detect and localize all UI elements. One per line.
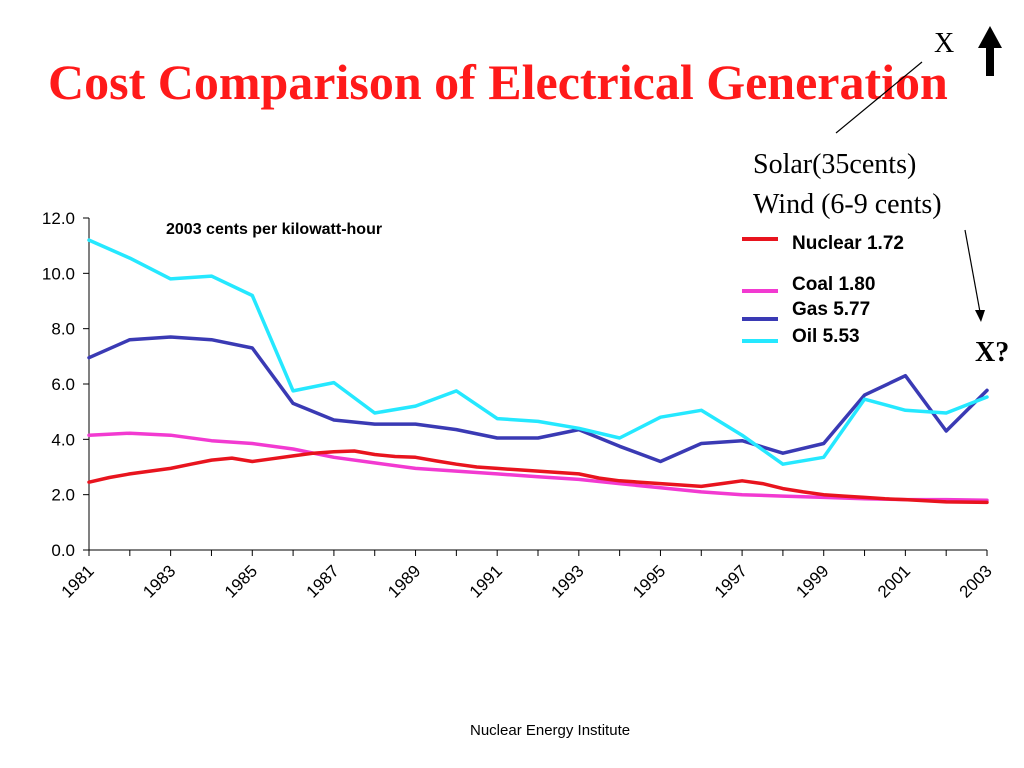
right-x-annotation: X?: [975, 337, 1009, 368]
wind-annotation: Wind (6-9 cents): [753, 189, 942, 220]
x-tick-label: 1983: [139, 561, 179, 601]
x-tick-label: 1989: [384, 561, 424, 601]
series-line-gas: [87, 335, 989, 464]
x-tick-label: 2003: [956, 561, 996, 601]
legend-label: Gas 5.77: [792, 299, 870, 320]
legend-label: Coal 1.80: [792, 274, 875, 295]
x-tick-label: 1995: [629, 561, 669, 601]
x-tick-label: 1999: [792, 561, 832, 601]
y-tick-label: 4.0: [51, 430, 75, 449]
up-arrow-icon: [978, 26, 1002, 76]
x-tick-label: 1985: [221, 561, 261, 601]
y-ticks: 0.0 2.0 4.0 6.0 8.0 10.0 12.0: [42, 209, 89, 560]
slide-title: Cost Comparison of Electrical Generation: [48, 54, 948, 110]
y-tick-label: 8.0: [51, 320, 75, 339]
x-tick-label: 1997: [711, 561, 751, 601]
y-tick-label: 2.0: [51, 486, 75, 505]
y-tick-label: 0.0: [51, 541, 75, 560]
chart-title: 2003 cents per kilowatt-hour: [166, 221, 382, 238]
top-x-annotation: X: [934, 28, 954, 59]
legend-label: Nuclear 1.72: [792, 233, 904, 254]
series-layer: [87, 238, 989, 505]
x-ticks: 1981 1983 1985 1987 1989 1991 1993 1995 1997 1999…: [58, 550, 996, 602]
series-line-oil: [87, 238, 989, 466]
footer-text: Nuclear Energy Institute: [470, 722, 631, 739]
y-tick-label: 6.0: [51, 375, 75, 394]
y-tick-label: 12.0: [42, 209, 75, 228]
x-tick-label: 2001: [874, 561, 914, 601]
solar-pointer-line: [835, 61, 923, 134]
x-tick-label: 1991: [466, 561, 506, 601]
series-line-nuclear: [87, 449, 989, 505]
legend: Nuclear 1.72 Coal 1.80 Gas 5.77 Oil 5.53: [742, 233, 904, 347]
solar-annotation: Solar(35cents): [753, 149, 916, 180]
series-line-coal: [87, 431, 989, 502]
x-tick-label: 1993: [547, 561, 587, 601]
x-tick-label: 1987: [303, 561, 343, 601]
legend-label: Oil 5.53: [792, 326, 860, 347]
y-tick-label: 10.0: [42, 264, 75, 283]
x-tick-label: 1981: [58, 561, 98, 601]
wind-pointer-arrow: [964, 229, 985, 322]
